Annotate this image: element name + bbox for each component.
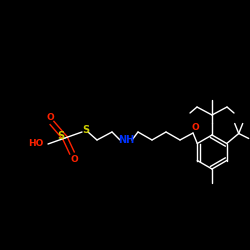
Text: S: S [82, 125, 89, 135]
Text: O: O [191, 124, 199, 132]
Text: NH: NH [118, 135, 134, 145]
Text: O: O [46, 112, 54, 122]
Text: O: O [70, 156, 78, 164]
Text: S: S [58, 131, 64, 141]
Text: HO: HO [28, 140, 44, 148]
